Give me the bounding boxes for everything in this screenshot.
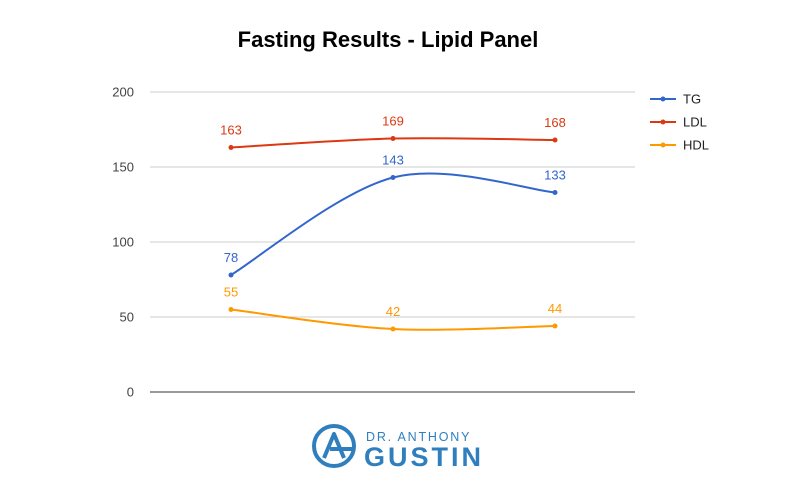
series-line-tg xyxy=(230,172,556,276)
data-label-hdl: 42 xyxy=(386,304,400,319)
data-label-tg: 133 xyxy=(544,168,566,183)
data-label-tg: 143 xyxy=(382,153,404,168)
legend: TG LDL HDL xyxy=(650,92,709,153)
data-label-tg: 78 xyxy=(224,250,238,265)
chart-title: Fasting Results - Lipid Panel xyxy=(238,27,539,52)
series-lines xyxy=(228,136,558,332)
legend-label-hdl: HDL xyxy=(683,138,709,153)
data-label-ldl: 168 xyxy=(544,115,566,130)
data-point-tg xyxy=(228,272,234,278)
legend-marker-ldl xyxy=(660,119,666,125)
legend-marker-hdl xyxy=(660,142,666,148)
data-point-hdl xyxy=(390,326,396,332)
brand-logo: DR. ANTHONY GUSTIN xyxy=(312,424,484,472)
y-tick-label: 200 xyxy=(112,85,134,100)
y-tick-label: 100 xyxy=(112,235,134,250)
data-label-hdl: 55 xyxy=(224,285,238,300)
data-labels: 78 143 133 163 169 168 55 42 44 xyxy=(220,114,566,320)
y-tick-label: 0 xyxy=(127,385,134,400)
data-point-ldl xyxy=(228,145,234,150)
data-point-tg xyxy=(552,190,558,195)
data-point-ldl xyxy=(390,136,396,141)
y-tick-label: 150 xyxy=(112,160,134,175)
data-label-ldl: 169 xyxy=(382,114,404,129)
data-label-hdl: 44 xyxy=(548,301,562,316)
data-point-hdl xyxy=(552,323,558,329)
legend-label-tg: TG xyxy=(683,92,701,107)
y-axis-ticks: 0 50 100 150 200 xyxy=(112,85,134,400)
data-point-ldl xyxy=(552,137,558,143)
data-point-tg xyxy=(390,175,396,180)
data-label-ldl: 163 xyxy=(220,123,242,138)
legend-label-ldl: LDL xyxy=(683,115,707,130)
legend-marker-tg xyxy=(660,96,666,102)
logo-mark-icon xyxy=(312,424,356,468)
grid xyxy=(150,91,635,393)
logo-text-line1: DR. ANTHONY xyxy=(366,430,471,444)
data-point-hdl xyxy=(228,307,234,312)
logo-text-line2: GUSTIN xyxy=(364,442,484,472)
y-tick-label: 50 xyxy=(120,310,134,325)
